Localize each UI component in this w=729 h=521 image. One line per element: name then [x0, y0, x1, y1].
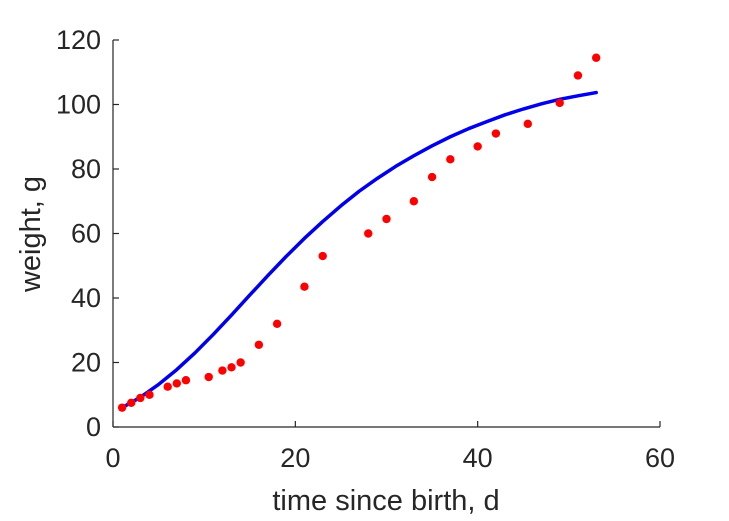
data-point: [218, 366, 227, 375]
plot-area: [117, 53, 601, 412]
data-point: [236, 358, 245, 367]
y-tick-label: 120: [56, 25, 101, 55]
data-point: [591, 53, 601, 62]
data-point: [227, 363, 236, 372]
y-tick-label: 40: [71, 283, 101, 313]
data-point: [300, 282, 309, 291]
y-tick-label: 0: [86, 412, 101, 442]
y-tick-label: 100: [56, 90, 101, 120]
y-tick-label: 60: [71, 219, 101, 249]
data-point: [136, 393, 145, 403]
data-point: [254, 340, 264, 349]
data-point: [127, 398, 136, 408]
data-point: [172, 379, 182, 388]
x-tick-label: 60: [645, 443, 675, 473]
data-point: [181, 376, 191, 385]
data-point: [364, 229, 373, 238]
x-tick-label: 0: [105, 443, 120, 473]
x-axis-label: time since birth, d: [272, 485, 499, 517]
data-point: [523, 119, 533, 129]
data-point: [318, 251, 327, 261]
data-point: [163, 382, 172, 391]
data-point: [491, 129, 501, 138]
x-tick-label: 20: [280, 443, 310, 473]
data-point: [117, 403, 127, 412]
data-point: [555, 98, 564, 108]
x-tick-label: 40: [463, 443, 493, 473]
data-point: [145, 390, 154, 399]
data-point: [409, 197, 419, 206]
data-point: [473, 142, 482, 151]
model-curve-line: [120, 90, 598, 410]
data-point: [272, 319, 282, 328]
y-tick-label: 80: [71, 154, 101, 184]
data-point: [446, 155, 455, 164]
data-point: [427, 172, 437, 182]
axes: [112, 40, 660, 428]
y-axis-label: weight, g: [15, 176, 47, 293]
data-point: [573, 71, 583, 80]
data-point: [382, 214, 391, 224]
y-tick-label: 20: [71, 348, 101, 378]
data-point: [204, 372, 213, 382]
ticks: 0 20 40 60 0 20 40 60 80 100 120: [56, 25, 675, 473]
